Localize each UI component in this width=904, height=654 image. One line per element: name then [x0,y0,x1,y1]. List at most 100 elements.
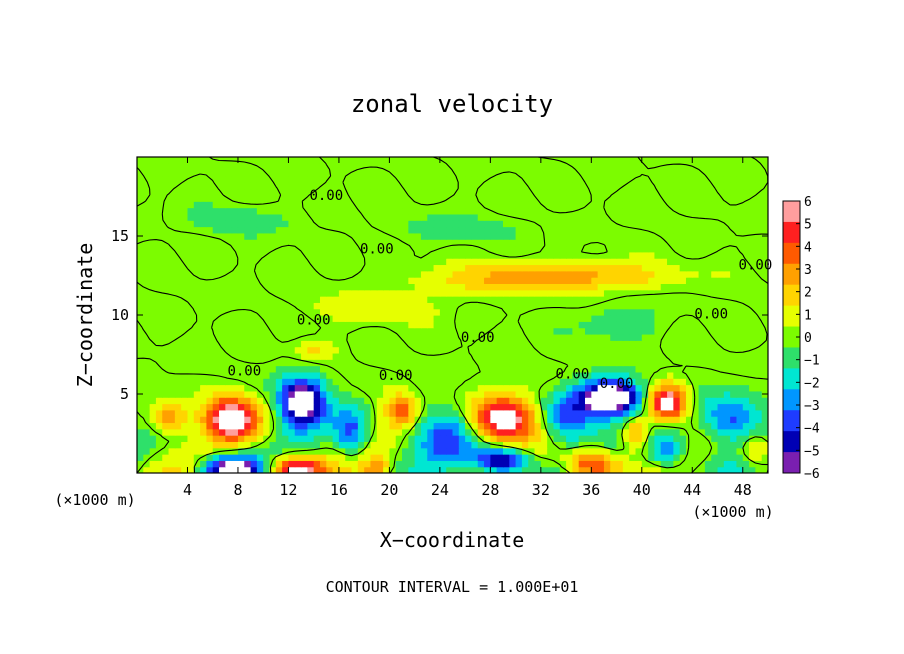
field-cell [679,435,687,442]
field-cell [301,454,308,461]
field-cell [338,378,346,386]
field-cell [288,220,296,228]
field-cell [610,466,618,473]
field-cell [402,359,409,367]
field-cell [704,232,712,240]
field-cell [698,277,706,284]
field-cell [319,340,327,348]
field-cell [673,207,681,215]
field-cell [603,378,611,386]
field-cell [616,277,624,284]
field-cell [692,175,700,183]
field-cell [294,251,302,259]
field-cell [648,232,656,240]
field-cell [326,384,334,392]
field-cell [313,220,321,228]
field-cell [502,264,510,272]
field-cell [572,435,580,442]
field-cell [206,245,214,253]
field-cell [648,428,656,436]
field-cell [749,403,756,411]
field-cell [692,390,700,398]
field-cell [534,270,542,278]
field-cell [534,409,542,417]
field-cell [572,220,580,228]
field-cell [439,321,447,329]
field-cell [471,251,479,259]
field-cell [465,460,473,468]
field-cell [351,460,359,468]
field-cell [704,226,712,234]
field-cell [692,232,700,240]
field-cell [383,422,390,430]
field-cell [553,466,561,473]
field-cell [200,352,208,360]
field-cell [313,182,321,190]
field-cell [553,169,561,177]
field-cell [187,239,195,247]
field-cell [338,359,346,367]
field-cell [755,403,763,411]
field-cell [439,296,447,303]
field-cell [433,213,441,221]
field-cell [654,175,662,183]
field-cell [351,264,359,272]
field-cell [263,232,271,240]
field-cell [244,201,252,209]
field-cell [219,264,226,272]
field-cell [383,226,390,234]
field-cell [168,175,176,183]
field-cell [540,169,548,177]
field-cell [338,428,346,436]
field-cell [622,371,630,379]
field-cell [288,340,296,348]
field-cell [357,277,365,284]
field-cell [364,460,372,468]
field-cell [641,384,649,392]
field-cell [231,251,239,259]
field-cell [143,435,151,442]
field-cell [433,390,441,398]
field-cell [458,435,466,442]
field-cell [452,207,460,215]
field-cell [578,447,586,455]
field-cell [162,365,170,373]
field-cell [534,447,542,455]
field-cell [673,308,681,316]
field-cell [193,315,201,322]
field-cell [603,384,611,392]
field-cell [603,365,611,373]
field-cell [629,201,637,209]
field-cell [345,327,353,335]
field-cell [458,220,466,228]
field-cell [389,416,397,424]
field-cell [439,359,447,367]
field-cell [395,441,403,449]
field-cell [174,371,182,379]
field-cell [200,296,208,303]
field-cell [673,264,681,272]
field-cell [351,315,359,322]
field-cell [654,270,662,278]
field-cell [193,365,201,373]
field-cell [326,321,334,329]
field-cell [717,277,725,284]
field-cell [206,258,214,266]
field-cell [219,441,226,449]
field-cell [149,390,157,398]
field-cell [282,157,290,164]
field-cell [622,201,630,209]
field-cell [231,416,239,424]
field-cell [383,258,390,266]
field-cell [338,182,346,190]
field-cell [414,213,422,221]
field-cell [244,422,252,430]
field-cell [742,251,750,259]
field-cell [250,302,258,310]
field-cell [338,308,346,316]
field-cell [212,251,220,259]
field-cell [591,289,599,297]
field-cell [439,283,447,291]
field-cell [420,289,428,297]
field-cell [572,333,580,341]
